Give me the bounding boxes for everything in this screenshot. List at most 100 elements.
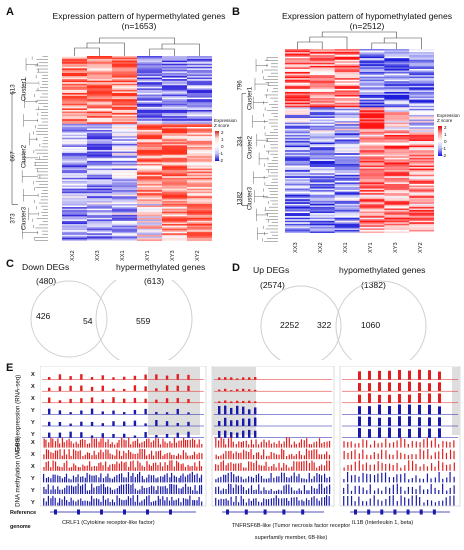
methylation-bar	[388, 454, 391, 460]
methylation-bar	[86, 452, 89, 460]
heatmap-cell	[87, 65, 113, 68]
heatmap-cell	[384, 213, 410, 215]
heatmap-cell	[285, 72, 311, 74]
methylation-bar	[68, 485, 70, 494]
methylation-bar	[306, 490, 308, 494]
heatmap-cell	[309, 70, 336, 73]
methylation-bar	[373, 464, 375, 471]
heatmap-cell	[137, 227, 163, 230]
methylation-bar	[132, 495, 134, 506]
heatmap-cell	[334, 121, 360, 123]
methylation-bar	[275, 490, 278, 494]
heatmap-cell	[137, 214, 163, 217]
heatmap-cell	[112, 119, 138, 122]
heatmap-cell	[334, 168, 360, 171]
heatmap-cell	[62, 137, 88, 140]
methylation-bar	[113, 502, 116, 506]
methylation-bar	[79, 439, 82, 448]
methylation-bar	[392, 484, 394, 494]
methylation-bar	[273, 442, 275, 448]
methylation-bar	[426, 437, 428, 448]
heatmap-cell	[409, 56, 434, 59]
methylation-bar	[369, 484, 371, 494]
methylation-bar	[237, 475, 239, 483]
heatmap-cell	[87, 180, 113, 183]
methylation-bar	[232, 453, 235, 460]
heatmap-cell	[62, 197, 88, 200]
heatmap-cell	[309, 217, 336, 220]
methylation-bar	[385, 499, 387, 506]
heatmap-cell	[187, 77, 212, 80]
gene-exon	[282, 509, 286, 515]
heatmap-cell	[187, 165, 212, 168]
coverage-peak	[80, 421, 83, 426]
heatmap-cell	[384, 130, 410, 133]
methylation-bar	[318, 483, 320, 494]
heatmap-cell	[409, 222, 434, 225]
methylation-bar	[201, 443, 203, 448]
heatmap-cell	[309, 121, 336, 123]
heatmap-cell	[285, 210, 311, 212]
heatmap-cell	[62, 163, 88, 166]
methylation-bar	[215, 497, 217, 506]
coverage-peak	[242, 400, 245, 403]
heatmap-cell	[359, 170, 385, 173]
heatmap-cell	[409, 199, 434, 202]
heatmap-cell	[384, 142, 410, 145]
heatmap-cell	[62, 105, 88, 108]
methylation-bar	[91, 475, 93, 483]
methylation-bar	[258, 484, 260, 494]
methylation-bar	[283, 441, 285, 448]
methylation-bar	[366, 473, 368, 483]
methylation-bar	[220, 455, 222, 460]
heatmap-cell	[334, 142, 360, 145]
methylation-bar	[63, 442, 65, 448]
methylation-bar	[438, 471, 440, 483]
methylation-bar	[288, 467, 290, 471]
heatmap-cell	[359, 180, 385, 183]
heatmap-cell	[409, 177, 434, 180]
heatmap-cell	[334, 108, 360, 111]
heatmap-cell	[187, 191, 212, 194]
heatmap-cell	[359, 49, 385, 51]
heatmap-cell	[62, 213, 88, 216]
heatmap-cell	[359, 162, 385, 165]
heatmap-cell	[162, 74, 188, 77]
heatmap-cell	[62, 109, 88, 112]
heatmap-cell	[112, 86, 138, 89]
coverage-peak	[58, 422, 62, 426]
heatmap-cell	[62, 102, 88, 105]
heatmap-cell	[334, 205, 360, 208]
heatmap-cell	[137, 139, 163, 142]
heatmap-cell	[334, 85, 360, 88]
methylation-bar	[377, 453, 379, 460]
heatmap-cell	[384, 118, 410, 120]
methylation-bar	[377, 443, 379, 448]
heatmap-cell	[87, 108, 113, 111]
heatmap-cell	[285, 55, 311, 58]
methylation-bar	[230, 484, 232, 494]
heatmap-cell	[309, 147, 336, 150]
heatmap-cell	[162, 99, 188, 102]
heatmap-cell	[384, 190, 410, 192]
panel-e-gene-crlf1: CRLF1 (Cytokine receptor-like factor)	[62, 520, 155, 526]
heatmap-cell	[359, 206, 385, 209]
methylation-bar	[80, 498, 82, 506]
heatmap-cell	[187, 176, 212, 179]
methylation-bar	[166, 453, 168, 460]
heatmap-cell	[87, 217, 113, 220]
heatmap-cell	[309, 107, 336, 110]
heatmap-cell	[162, 156, 188, 159]
coverage-peak	[165, 433, 169, 438]
methylation-bar	[166, 497, 168, 506]
heatmap-cell	[334, 137, 360, 140]
heatmap-cell	[309, 156, 336, 159]
methylation-bar	[77, 467, 79, 471]
heatmap-cell	[87, 177, 113, 180]
methylation-bar	[86, 472, 88, 483]
heatmap-cell	[137, 153, 163, 156]
heatmap-cell	[285, 121, 311, 123]
methylation-bar	[59, 466, 61, 471]
heatmap-cell	[285, 225, 311, 228]
methylation-bar	[301, 478, 303, 483]
